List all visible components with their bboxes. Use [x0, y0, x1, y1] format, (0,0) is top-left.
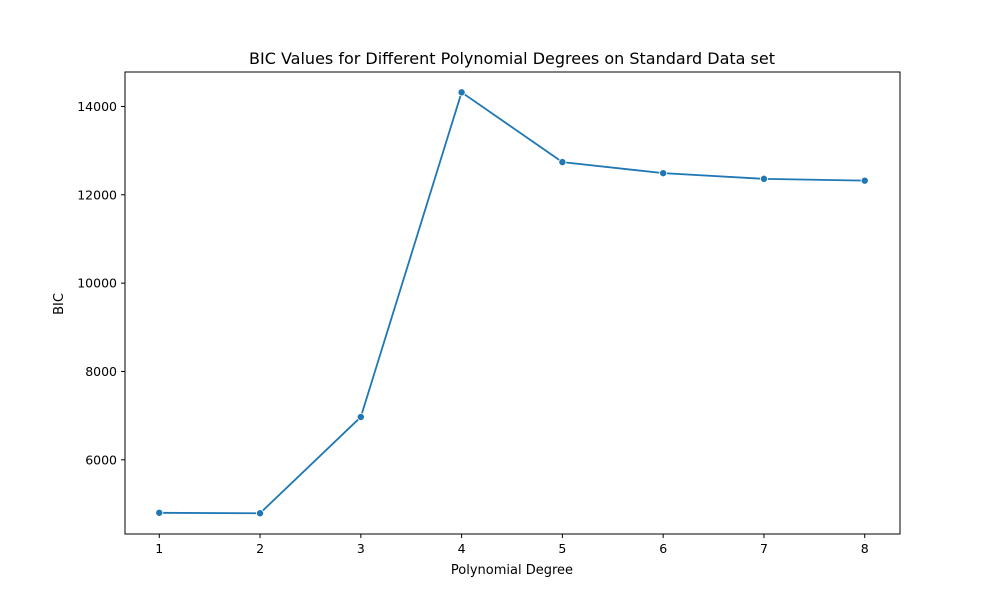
- data-point: [558, 158, 567, 167]
- x-tick-label: 7: [760, 541, 768, 556]
- x-tick-label: 5: [558, 541, 566, 556]
- data-point: [457, 88, 466, 97]
- data-point: [155, 508, 164, 517]
- x-axis-ticks: 1 2 3 4 5 6 7 8: [155, 534, 869, 556]
- x-tick-label: 2: [256, 541, 264, 556]
- chart-title: BIC Values for Different Polynomial Degr…: [249, 49, 775, 68]
- x-tick-label: 1: [155, 541, 163, 556]
- y-axis-ticks: 6000 8000 10000 12000 14000: [77, 99, 125, 467]
- y-tick-label: 10000: [77, 276, 117, 291]
- x-tick-label: 3: [357, 541, 365, 556]
- y-tick-label: 8000: [85, 364, 117, 379]
- y-tick-label: 6000: [85, 452, 117, 467]
- x-axis-label: Polynomial Degree: [451, 563, 573, 578]
- data-point: [256, 509, 265, 518]
- data-point: [659, 169, 668, 178]
- y-axis-label: BIC: [52, 293, 67, 315]
- data-point: [860, 176, 869, 185]
- y-tick-label: 14000: [77, 99, 117, 114]
- x-tick-label: 6: [659, 541, 667, 556]
- y-tick-label: 12000: [77, 187, 117, 202]
- data-point: [759, 174, 768, 183]
- x-tick-label: 4: [458, 541, 466, 556]
- series-line: [159, 91, 865, 515]
- series-layer: [155, 88, 869, 518]
- x-tick-label: 8: [861, 541, 869, 556]
- data-point: [356, 412, 365, 421]
- plot-area-frame: [124, 71, 901, 535]
